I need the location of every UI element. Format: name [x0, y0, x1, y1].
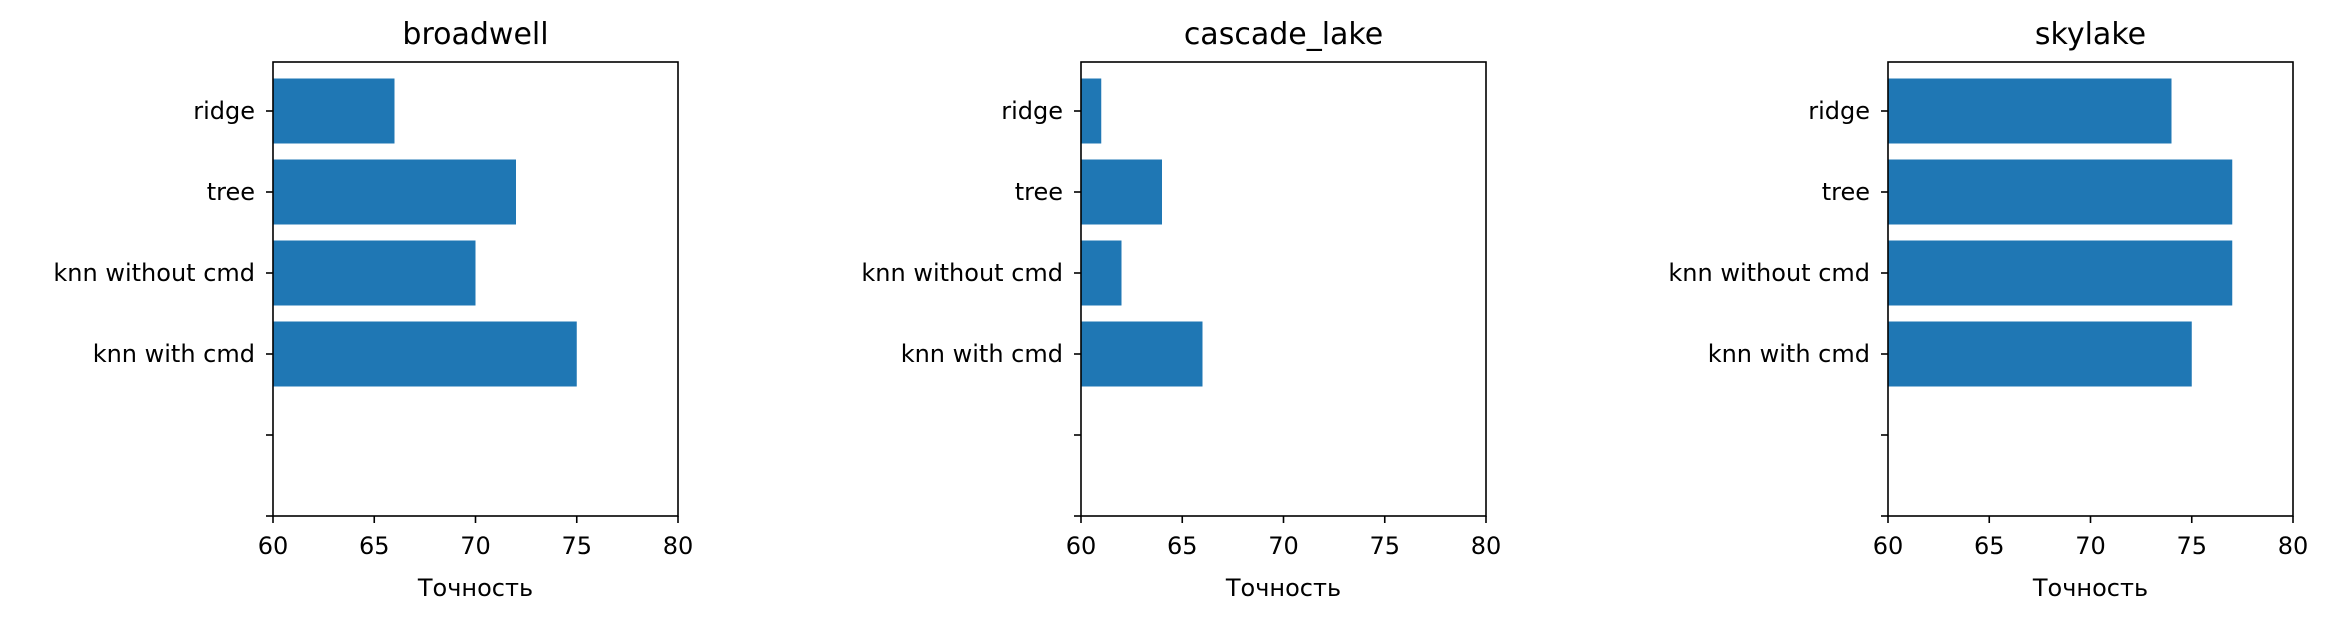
- bar-tree: [1081, 159, 1162, 225]
- x-tick-label: 60: [1873, 532, 1904, 560]
- x-tick-label: 65: [359, 532, 390, 560]
- bar-tree: [1888, 159, 2233, 225]
- y-tick-label: tree: [1822, 178, 1870, 206]
- x-tick-label: 70: [460, 532, 491, 560]
- x-tick-label: 75: [561, 532, 592, 560]
- bar-knn-without-cmd: [1888, 240, 2233, 306]
- bar-knn-with-cmd: [1888, 321, 2192, 387]
- chart-title: broadwell: [402, 17, 548, 52]
- bar-ridge: [1888, 78, 2172, 144]
- y-tick-label: tree: [207, 178, 255, 206]
- bar-knn-without-cmd: [1081, 240, 1122, 306]
- bar-ridge: [273, 78, 395, 144]
- x-tick-label: 75: [2176, 532, 2207, 560]
- y-tick-label: knn without cmd: [861, 259, 1063, 287]
- bar-knn-with-cmd: [1081, 321, 1203, 387]
- x-tick-label: 80: [2278, 532, 2309, 560]
- x-tick-label: 60: [258, 532, 289, 560]
- y-tick-label: ridge: [1001, 97, 1063, 125]
- y-tick-label: knn with cmd: [901, 340, 1063, 368]
- plot-frame: [1080, 61, 1487, 517]
- x-axis-label: Точность: [1225, 574, 1341, 602]
- chart-title: skylake: [2035, 17, 2146, 52]
- x-tick-label: 60: [1066, 532, 1097, 560]
- y-tick-label: knn with cmd: [1708, 340, 1870, 368]
- chart-panel-skylake: knn with cmd knn without cmd tree ridge 60 65…: [1668, 17, 2308, 602]
- y-tick-label: knn without cmd: [53, 259, 255, 287]
- x-axis-label: Точность: [2032, 574, 2148, 602]
- y-tick-label: knn with cmd: [93, 340, 255, 368]
- x-tick-label: 70: [1268, 532, 1299, 560]
- x-tick-label: 75: [1369, 532, 1400, 560]
- bar-ridge: [1081, 78, 1102, 144]
- x-tick-label: 70: [2075, 532, 2106, 560]
- x-tick-label: 80: [1471, 532, 1502, 560]
- y-tick-label: ridge: [1808, 97, 1870, 125]
- x-tick-label: 65: [1167, 532, 1198, 560]
- x-tick-label: 80: [663, 532, 694, 560]
- x-axis-label: Точность: [417, 574, 533, 602]
- y-tick-label: knn without cmd: [1668, 259, 1870, 287]
- chart-panel-broadwell: knn with cmd knn without cmd tree ridge 60 65…: [53, 17, 693, 602]
- y-tick-label: tree: [1015, 178, 1063, 206]
- chart-title: cascade_lake: [1184, 17, 1383, 52]
- chart-panel-cascade-lake: knn with cmd knn without cmd tree ridge 60 65…: [861, 17, 1501, 602]
- bar-knn-without-cmd: [273, 240, 476, 306]
- bar-tree: [273, 159, 516, 225]
- y-tick-label: ridge: [193, 97, 255, 125]
- x-tick-label: 65: [1974, 532, 2005, 560]
- bar-knn-with-cmd: [273, 321, 577, 387]
